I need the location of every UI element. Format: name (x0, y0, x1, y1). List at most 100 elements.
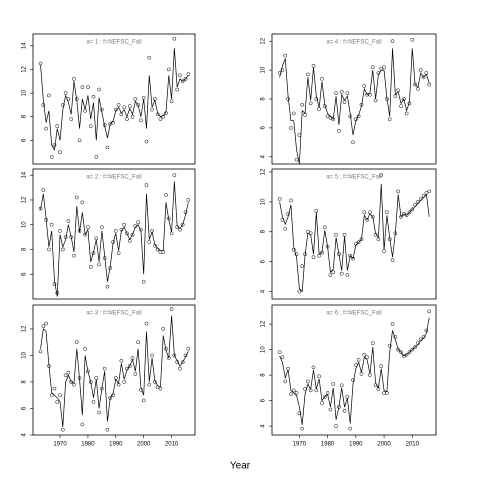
data-point (91, 94, 96, 99)
data-point (63, 373, 68, 378)
data-point (166, 67, 171, 72)
panel-title: a= 5 : f=NEFSC_Fall (326, 175, 381, 181)
data-point (91, 399, 96, 404)
data-point (158, 117, 163, 121)
x-tick-label: 2010 (165, 442, 179, 448)
data-point (41, 103, 46, 107)
data-point (421, 75, 426, 80)
y-tick-label: 12 (22, 196, 28, 203)
data-point (345, 91, 350, 96)
data-point (139, 118, 143, 123)
data-point (130, 114, 135, 119)
data-point (88, 264, 93, 269)
y-tick-label: 4 (22, 433, 28, 437)
data-point (86, 225, 90, 230)
data-point (280, 217, 285, 222)
plot-frame (271, 33, 437, 165)
data-point (186, 72, 191, 77)
data-point (69, 117, 74, 121)
data-point (328, 407, 333, 412)
data-point (334, 91, 338, 96)
x-tick-label: 1970 (293, 442, 307, 448)
data-point (141, 398, 146, 403)
data-point (331, 270, 336, 274)
data-point (382, 65, 386, 70)
data-point (86, 85, 90, 90)
y-tick-label: 6 (22, 138, 28, 142)
panel-title: a= 4 : f=NEFSC_Fall (326, 40, 381, 46)
data-point (144, 321, 149, 326)
data-point (94, 155, 99, 159)
data-point (147, 240, 152, 244)
data-point (83, 346, 87, 351)
y-tick-label: 10 (22, 221, 28, 228)
data-point (63, 91, 68, 95)
y-tick-label: 14 (22, 42, 28, 49)
y-tick-label: 8 (22, 247, 28, 251)
data-point (305, 72, 310, 77)
data-point (178, 366, 182, 371)
data-point (127, 104, 132, 108)
plot-frame (271, 304, 437, 436)
data-point (175, 87, 180, 92)
data-point (172, 173, 177, 178)
data-point (362, 84, 367, 88)
data-point (38, 349, 43, 354)
y-tick-label: 12 (22, 325, 28, 332)
data-point (322, 394, 327, 399)
data-point (342, 232, 347, 237)
data-point (113, 229, 118, 233)
y-tick-label: 4 (261, 424, 267, 428)
data-point (311, 63, 316, 68)
data-point (325, 114, 330, 119)
data-point (339, 89, 344, 94)
panel-title: a= 3 : f=NEFSC_Fall (86, 311, 141, 317)
data-point (144, 183, 149, 187)
x-tick-label: 1980 (81, 442, 95, 448)
data-point (130, 232, 135, 237)
data-point (178, 73, 182, 78)
data-point (72, 253, 76, 258)
data-point (286, 366, 290, 371)
data-point (69, 380, 74, 384)
data-point (410, 347, 415, 352)
data-point (348, 426, 353, 431)
data-point (328, 273, 333, 277)
data-point (136, 103, 140, 107)
data-point (339, 271, 344, 276)
data-point (404, 111, 409, 116)
data-point (66, 219, 71, 223)
data-point (105, 427, 110, 432)
data-point (320, 401, 324, 405)
y-tick-label: 8 (261, 373, 267, 377)
data-point (183, 77, 188, 81)
x-tick-label: 1970 (53, 442, 67, 448)
y-tick-label: 10 (261, 346, 267, 353)
y-tick-label: 10 (22, 89, 28, 96)
data-point (289, 392, 293, 397)
data-point (136, 220, 140, 225)
plot-frame (32, 33, 196, 165)
data-point (368, 373, 372, 377)
data-point (277, 71, 282, 75)
data-point (390, 258, 395, 262)
data-point (147, 55, 152, 60)
data-point (289, 198, 293, 203)
data-point (396, 189, 401, 194)
data-point (291, 247, 296, 252)
plot-frame (32, 304, 196, 436)
data-point (52, 386, 57, 391)
panel: a= 5 : f=NEFSC_Fall 4 6 8 10 12 (261, 168, 437, 300)
x-tick-label: 1980 (321, 442, 335, 448)
data-point (387, 117, 392, 122)
data-point (141, 95, 146, 100)
fit-line (279, 48, 430, 165)
y-tick-label: 8 (261, 229, 267, 233)
data-point (289, 126, 293, 130)
data-point (314, 208, 319, 213)
x-tick-label: 2000 (137, 442, 151, 448)
y-tick-label: 8 (22, 114, 28, 118)
data-point (60, 247, 65, 252)
data-point (119, 358, 124, 363)
data-point (150, 107, 154, 112)
